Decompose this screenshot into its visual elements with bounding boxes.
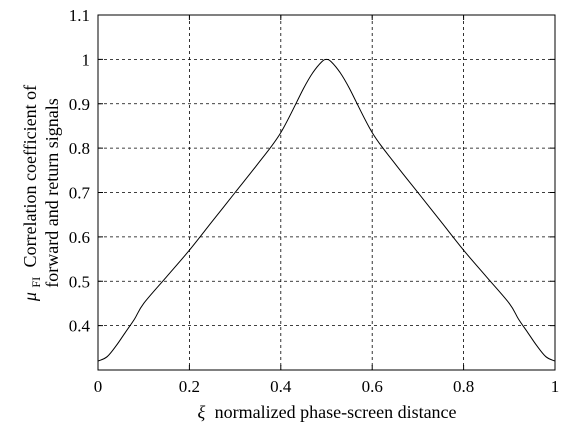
x-axis-label: ξ normalized phase-screen distance	[197, 402, 456, 422]
y-tick-label: 0.8	[69, 139, 90, 158]
x-tick-label: 0	[94, 377, 103, 396]
x-tick-label: 0.8	[453, 377, 474, 396]
y-tick-label: 0.5	[69, 272, 90, 291]
y-axis-symbol-subscript: FI	[29, 277, 43, 288]
y-tick-label: 0.4	[69, 317, 91, 336]
x-tick-label: 0.4	[270, 377, 292, 396]
y-axis-label-line2: forward and return signals	[42, 98, 62, 287]
y-axis-label-text-line1: Correlation coefficient of	[20, 85, 40, 268]
y-tick-label: 1	[82, 50, 91, 69]
y-tick-label: 0.6	[69, 228, 90, 247]
y-tick-label: 0.7	[69, 184, 91, 203]
y-tick-label: 1.1	[69, 6, 90, 25]
y-axis-symbol: μ	[20, 292, 40, 302]
y-tick-label: 0.9	[69, 95, 90, 114]
x-tick-label: 1	[551, 377, 560, 396]
x-axis-symbol: ξ	[197, 402, 205, 422]
x-tick-label: 0.2	[179, 377, 200, 396]
x-axis-label-text: normalized phase-screen distance	[215, 402, 457, 422]
x-tick-label: 0.6	[362, 377, 383, 396]
